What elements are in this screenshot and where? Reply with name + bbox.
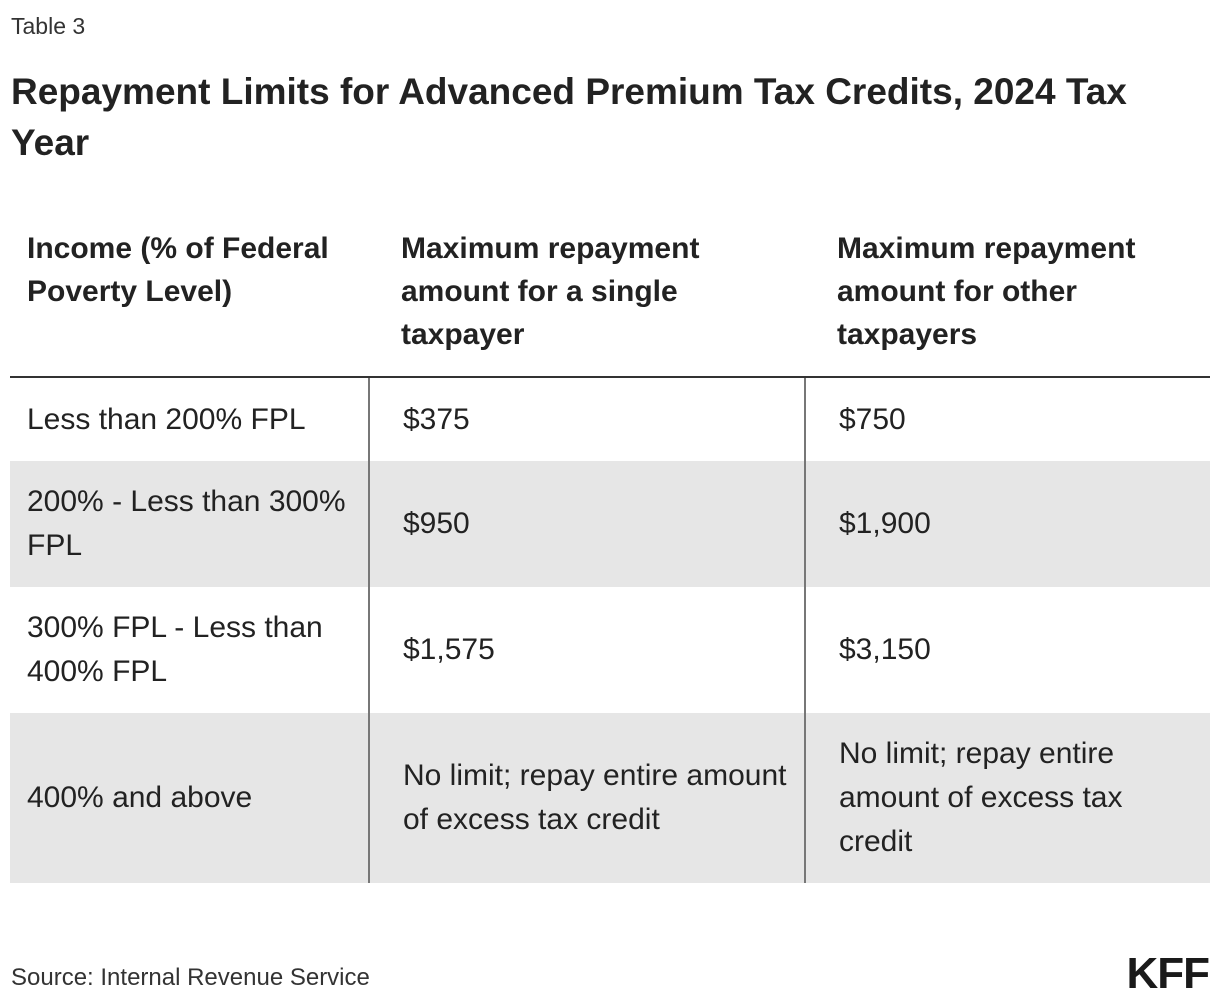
income-cell: Less than 200% FPL [10, 377, 370, 461]
repayment-limits-table: Income (% of Federal Poverty Level) Maxi… [10, 223, 1210, 883]
single-amount-cell: $950 [369, 461, 806, 587]
income-cell: 200% - Less than 300% FPL [10, 461, 370, 587]
income-cell: 400% and above [10, 713, 370, 883]
table-header-row: Income (% of Federal Poverty Level) Maxi… [10, 223, 1210, 378]
source-note: Source: Internal Revenue Service [11, 964, 370, 991]
table-row: 300% FPL - Less than 400% FPL $1,575 $3,… [10, 587, 1210, 713]
table-row: Less than 200% FPL $375 $750 [10, 377, 1210, 461]
header-single-taxpayer: Maximum repayment amount for a single ta… [369, 223, 805, 378]
other-amount-cell: $3,150 [839, 633, 931, 666]
table-title: Repayment Limits for Advanced Premium Ta… [11, 71, 1127, 163]
table-number-label: Table 3 [11, 13, 86, 39]
income-cell: 300% FPL - Less than 400% FPL [10, 587, 370, 713]
single-amount-cell: No limit; repay entire amount of excess … [369, 713, 806, 883]
header-other-taxpayers: Maximum repayment amount for other taxpa… [805, 223, 1210, 378]
kff-logo: KFF [1126, 949, 1210, 998]
single-amount-cell: $1,575 [369, 587, 806, 713]
other-amount-cell: No limit; repay entire amount of excess … [805, 713, 1210, 883]
other-amount-cell: $750 [839, 402, 906, 436]
table-row: 400% and above No limit; repay entire am… [10, 713, 1210, 883]
table-row: 200% - Less than 300% FPL $950 $1,900 [10, 461, 1210, 587]
header-income: Income (% of Federal Poverty Level) [10, 223, 369, 378]
other-amount-cell: $1,900 [805, 461, 1210, 587]
single-amount-cell: $375 [369, 377, 806, 461]
